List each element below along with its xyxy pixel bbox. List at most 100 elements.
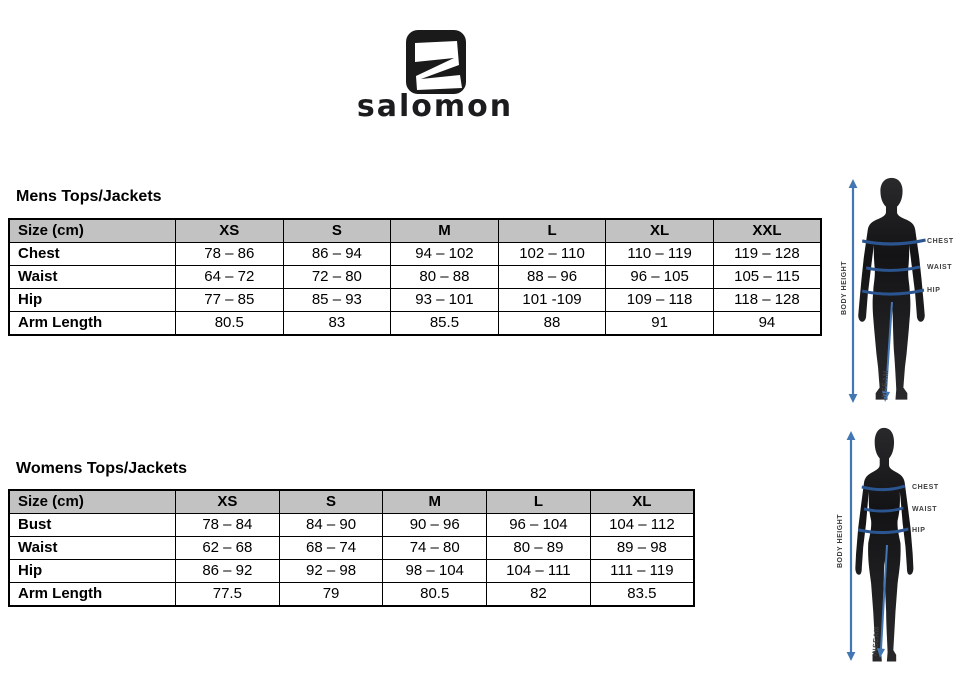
female-hip-label: HIP	[912, 527, 926, 534]
size-value: 94 – 102	[390, 242, 499, 266]
measurement-row: Arm Length 77.5 79 80.5 82 83.5	[8, 582, 695, 607]
measurement-row: Hip 86 – 92 92 – 98 98 – 104 104 – 111 111 – …	[8, 559, 695, 583]
male-hip-label: HIP	[927, 287, 941, 294]
male-chest-label: CHEST	[927, 238, 954, 245]
male-inseam-arrow	[882, 302, 893, 402]
female-waist-line	[863, 506, 904, 513]
size-column-header: S	[282, 218, 392, 243]
size-value: 104 – 112	[589, 513, 695, 537]
size-value: 88	[497, 311, 607, 336]
size-value: 82	[486, 582, 591, 607]
size-value: 80 – 89	[486, 536, 591, 560]
header-row: Size (cm) XS S M L XL XXL	[8, 218, 822, 243]
size-value: 93 – 101	[390, 288, 499, 312]
female-chest-label: CHEST	[912, 484, 939, 491]
male-waist-line	[865, 265, 921, 272]
size-value: 91	[605, 311, 714, 336]
womens-size-table: Size (cm) XS S M L XL Bust 78 – 84 84 – 90 90 – 9…	[8, 489, 695, 607]
size-column-header: XS	[175, 218, 284, 243]
female-chest-line	[861, 484, 906, 492]
size-value: 119 – 128	[712, 242, 822, 266]
female-body-height-label: BODY HEIGHT	[837, 514, 844, 568]
measurement-label: Arm Length	[8, 582, 176, 607]
size-value: 94	[712, 311, 822, 336]
size-value: 88 – 96	[497, 265, 607, 289]
size-value: 96 – 105	[605, 265, 714, 289]
size-value: 80.5	[175, 311, 284, 336]
size-value: 109 – 118	[605, 288, 714, 312]
male-body-shape	[858, 177, 925, 400]
size-value: 111 – 119	[589, 559, 695, 583]
size-value: 89 – 98	[589, 536, 695, 560]
size-value: 96 – 104	[486, 513, 591, 537]
mens-section-title: Mens Tops/Jackets	[16, 188, 162, 205]
size-value: 90 – 96	[382, 513, 488, 537]
male-chest-line	[861, 238, 926, 246]
size-value: 110 – 119	[605, 242, 714, 266]
size-value: 101 -109	[497, 288, 607, 312]
header-row: Size (cm) XS S M L XL	[8, 489, 695, 514]
male-body-height-label: BODY HEIGHT	[841, 261, 848, 315]
measurement-label: Hip	[8, 288, 176, 312]
size-value: 102 – 110	[497, 242, 607, 266]
salomon-logo-icon	[406, 30, 466, 94]
size-value: 83.5	[589, 582, 695, 607]
size-value: 72 – 80	[282, 265, 392, 289]
size-value: 78 – 84	[175, 513, 280, 537]
measurement-row: Arm Length 80.5 83 85.5 88 91 94	[8, 311, 822, 336]
size-value: 86 – 94	[282, 242, 392, 266]
male-hip-line	[861, 288, 925, 296]
measurement-label: Hip	[8, 559, 176, 583]
size-column-header: XL	[605, 218, 714, 243]
size-column-header: XS	[175, 489, 280, 514]
womens-section-title: Womens Tops/Jackets	[16, 460, 188, 477]
size-value: 80 – 88	[390, 265, 499, 289]
size-value: 79	[278, 582, 384, 607]
size-value: 85.5	[390, 311, 499, 336]
size-value: 74 – 80	[382, 536, 488, 560]
size-column-header: S	[278, 489, 384, 514]
size-unit-header: Size (cm)	[8, 218, 176, 243]
size-value: 85 – 93	[282, 288, 392, 312]
size-value: 86 – 92	[175, 559, 280, 583]
size-value: 68 – 74	[278, 536, 384, 560]
measurement-row: Chest 78 – 86 86 – 94 94 – 102 102 – 110 110 …	[8, 242, 822, 266]
male-waist-label: WAIST	[927, 264, 953, 271]
measurement-label: Bust	[8, 513, 176, 537]
mens-size-table: Size (cm) XS S M L XL XXL Chest 78 – 86 86 – 94 94…	[8, 218, 822, 336]
measurement-row: Waist 62 – 68 68 – 74 74 – 80 80 – 89 89 – 98	[8, 536, 695, 560]
size-value: 84 – 90	[278, 513, 384, 537]
female-inseam-arrow	[877, 545, 888, 658]
female-hip-line	[858, 527, 909, 535]
size-column-header: XL	[589, 489, 695, 514]
size-column-header: L	[486, 489, 591, 514]
size-column-header: XXL	[712, 218, 822, 243]
size-value: 77.5	[175, 582, 280, 607]
size-value: 98 – 104	[382, 559, 488, 583]
size-value: 92 – 98	[278, 559, 384, 583]
male-figure-silhouette	[858, 177, 926, 400]
size-value: 80.5	[382, 582, 488, 607]
male-body-height-arrow	[848, 179, 858, 403]
size-unit-header: Size (cm)	[8, 489, 176, 514]
brand-wordmark: salomon	[356, 89, 514, 124]
female-figure-silhouette	[855, 427, 914, 662]
size-column-header: M	[382, 489, 488, 514]
measurement-label: Waist	[8, 265, 176, 289]
size-value: 83	[282, 311, 392, 336]
female-waist-label: WAIST	[912, 506, 938, 513]
size-column-header: L	[497, 218, 607, 243]
size-value: 118 – 128	[712, 288, 822, 312]
measurement-label: Arm Length	[8, 311, 176, 336]
size-value: 105 – 115	[712, 265, 822, 289]
measurement-row: Bust 78 – 84 84 – 90 90 – 96 96 – 104 104 – 1…	[8, 513, 695, 537]
size-value: 62 – 68	[175, 536, 280, 560]
female-body-height-arrow	[846, 431, 856, 661]
measurement-row: Hip 77 – 85 85 – 93 93 – 101 101 -109 109 – 1…	[8, 288, 822, 312]
size-value: 78 – 86	[175, 242, 284, 266]
size-value: 64 – 72	[175, 265, 284, 289]
measurement-label: Waist	[8, 536, 176, 560]
size-value: 77 – 85	[175, 288, 284, 312]
size-value: 104 – 111	[486, 559, 591, 583]
